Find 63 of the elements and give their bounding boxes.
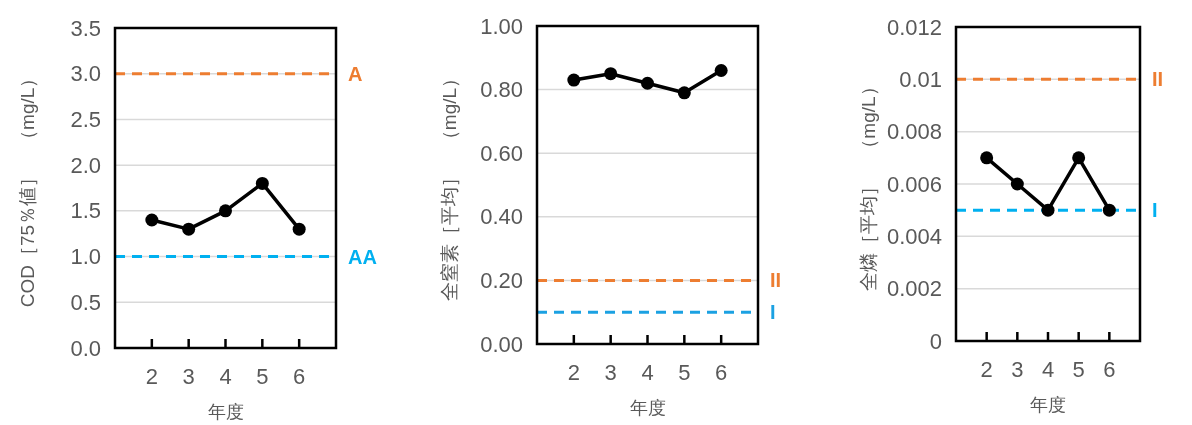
x-tick-label: 2 [980, 357, 993, 382]
y-tick-label: 1.00 [480, 13, 523, 39]
x-tick-label: 5 [256, 364, 269, 389]
y-tick-label: 0.20 [480, 267, 523, 293]
x-tick-label: 4 [1041, 357, 1055, 382]
ref-line-label: II [1152, 68, 1164, 91]
y-tick-label: 1.0 [70, 244, 101, 270]
y-tick-label: 0.00 [480, 331, 523, 357]
point [1072, 151, 1086, 165]
x-axis-title: 年度 [207, 402, 244, 422]
y-tick-label: 3.5 [70, 15, 101, 41]
x-tick-label: 5 [678, 360, 691, 385]
y-tick-label: 0.0 [70, 335, 101, 361]
y-tick-label: 3.0 [70, 61, 101, 87]
ref-line-label: A [348, 62, 363, 85]
y-tick-label: 0.40 [480, 204, 523, 230]
point [604, 67, 618, 81]
y-tick-label: 0.60 [480, 140, 523, 166]
point [1041, 203, 1055, 217]
x-tick-label: 6 [293, 364, 306, 389]
point [980, 151, 994, 165]
y-tick-label: 0.012 [886, 14, 942, 40]
point [567, 73, 581, 87]
x-tick-label: 6 [1103, 357, 1116, 382]
ref-line-label: I [770, 301, 776, 324]
x-axis-title: 年度 [629, 398, 666, 418]
y-tick-label: 0.80 [480, 77, 523, 103]
y-tick-label: 0.5 [70, 289, 101, 315]
x-tick-label: 3 [604, 360, 617, 385]
x-tick-label: 4 [641, 360, 654, 385]
x-tick-label: 2 [567, 360, 580, 385]
point [219, 204, 232, 218]
y-tick-label: 2.5 [70, 106, 101, 132]
point [255, 176, 269, 190]
x-tick-label: 2 [145, 364, 158, 389]
x-tick-label: 6 [715, 360, 728, 385]
ref-line-label: AA [348, 245, 377, 268]
point [182, 222, 196, 236]
y-tick-label: 0.004 [886, 223, 942, 249]
y-tick-label: 2.0 [70, 152, 101, 178]
ref-line-label: II [770, 269, 782, 292]
y-axis-title: 全燐［平均］ （mg/L） [857, 77, 879, 291]
point [677, 86, 691, 100]
point [1102, 203, 1116, 217]
point [714, 64, 728, 78]
x-tick-label: 3 [1011, 357, 1024, 382]
x-tick-label: 5 [1072, 357, 1085, 382]
y-tick-label: 0.01 [899, 66, 942, 92]
y-axis-title: COD［75％値］ （mg/L） [16, 68, 38, 308]
y-tick-label: 0.006 [886, 171, 942, 197]
y-axis-title: 全窒素［平均］ （mg/L） [438, 68, 460, 302]
point [1010, 177, 1024, 191]
x-axis-title: 年度 [1030, 395, 1066, 415]
ref-line-label: I [1152, 199, 1158, 222]
y-tick-label: 0 [929, 328, 942, 354]
x-tick-label: 4 [219, 364, 232, 389]
x-tick-label: 3 [182, 364, 195, 389]
point [145, 213, 159, 227]
y-tick-label: 0.008 [886, 119, 942, 145]
point [292, 222, 306, 236]
y-tick-label: 1.5 [70, 198, 101, 224]
y-tick-label: 0.002 [886, 276, 942, 302]
point [641, 76, 654, 90]
